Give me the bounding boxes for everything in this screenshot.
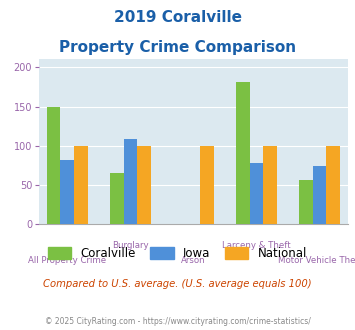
Text: 2019 Coralville: 2019 Coralville: [114, 10, 241, 25]
Text: © 2025 CityRating.com - https://www.cityrating.com/crime-statistics/: © 2025 CityRating.com - https://www.city…: [45, 317, 310, 326]
Text: Property Crime Comparison: Property Crime Comparison: [59, 40, 296, 54]
Bar: [327, 146, 340, 224]
Bar: [60, 160, 74, 224]
Bar: [47, 107, 60, 224]
Bar: [124, 139, 137, 224]
Bar: [137, 146, 151, 224]
Bar: [263, 146, 277, 224]
Text: Arson: Arson: [181, 256, 206, 265]
Bar: [74, 146, 88, 224]
Bar: [313, 166, 327, 224]
Text: All Property Crime: All Property Crime: [28, 256, 106, 265]
Text: Burglary: Burglary: [112, 241, 149, 250]
Text: Compared to U.S. average. (U.S. average equals 100): Compared to U.S. average. (U.S. average …: [43, 279, 312, 289]
Text: Larceny & Theft: Larceny & Theft: [222, 241, 291, 250]
Bar: [236, 82, 250, 224]
Bar: [250, 163, 263, 224]
Text: Motor Vehicle Theft: Motor Vehicle Theft: [278, 256, 355, 265]
Bar: [299, 181, 313, 224]
Bar: [201, 146, 214, 224]
Bar: [110, 173, 124, 224]
Legend: Coralville, Iowa, National: Coralville, Iowa, National: [43, 242, 312, 264]
